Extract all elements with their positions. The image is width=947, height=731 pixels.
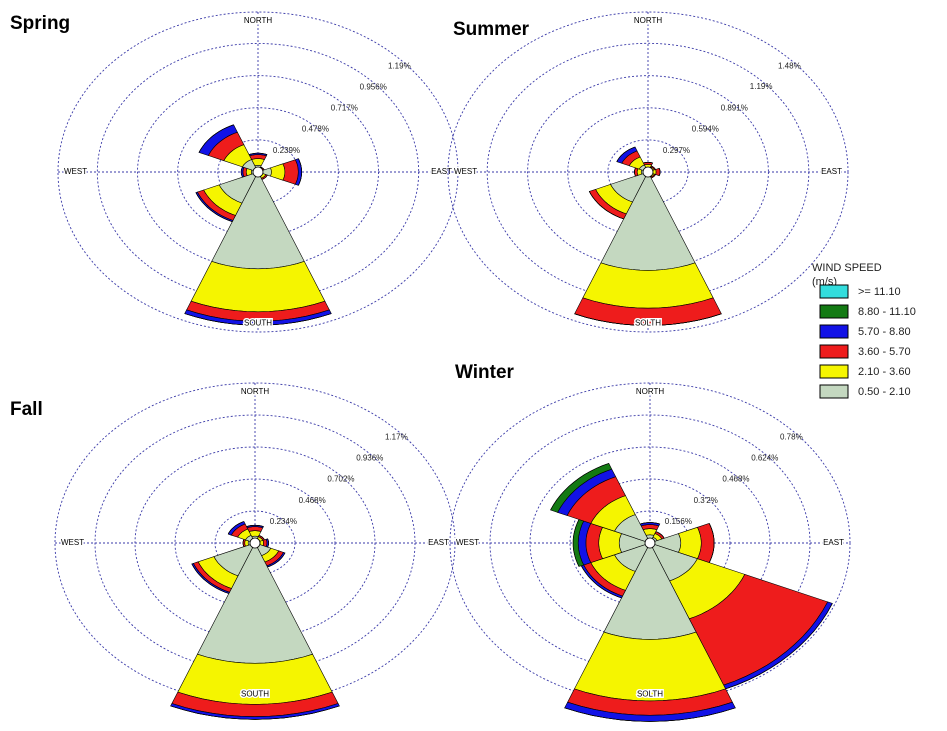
ring-label: 0.297% [663, 146, 690, 155]
ring-label: 0.239% [273, 146, 300, 155]
direction-label: SOUTH [244, 318, 272, 327]
ring-label: 0.478% [302, 125, 329, 134]
petal-segment [170, 705, 340, 720]
petal-segment [616, 146, 636, 162]
direction-label: WEST [456, 538, 479, 547]
ring-label: 0.936% [356, 454, 383, 463]
petal-segment [195, 192, 233, 222]
wind-rose-panel: Spring 0.239% 0.478% 0.717% 0.956% 1.19% NORTH… [10, 11, 459, 333]
petal-segment [191, 563, 229, 594]
petal-segment [246, 524, 264, 527]
calm-circle [642, 166, 654, 178]
petal-segment [640, 522, 660, 525]
calm-circle [249, 537, 261, 549]
legend-swatch [819, 364, 849, 379]
ring-label: 1.19% [750, 82, 773, 91]
petal-segment [564, 707, 736, 722]
legend-swatch [819, 344, 849, 359]
petal-segment [269, 163, 286, 181]
calm-circle [252, 166, 264, 178]
ring-label: 0.234% [270, 517, 297, 526]
legend-label: 8.80 - 11.10 [858, 306, 916, 318]
ring-label: 0.717% [331, 103, 358, 112]
ring-label: 0.702% [327, 475, 354, 484]
ring-label: 1.19% [388, 62, 411, 71]
wind-rose-panel: Fall 0.234% 0.468% 0.702% 0.936% 1.17% NORTH EA… [10, 382, 456, 720]
legend-swatch [819, 384, 849, 399]
ring-label: 1.48% [778, 62, 801, 71]
direction-label: NORTH [241, 387, 270, 396]
legend-label: >= 11.10 [858, 286, 901, 298]
legend-title: WIND SPEED [812, 262, 882, 274]
panel-title: Spring [10, 13, 70, 34]
wind-rose-panel: Winter 0.156% 0.3'2% 0.468% 0.624% 0.78% NORTH… [449, 362, 851, 722]
petal-segment [184, 313, 332, 326]
direction-label: SOLTH [635, 318, 661, 327]
direction-label: SOLTH [637, 689, 663, 698]
direction-label: WEST [454, 167, 477, 176]
ring-label: 0.156% [665, 517, 692, 526]
direction-label: NORTH [244, 16, 273, 25]
petal-segment [248, 152, 268, 155]
ring-label: 0.3'2% [694, 496, 718, 505]
legend-swatch [819, 324, 849, 339]
petal-segment [190, 261, 326, 313]
petal-segment [643, 162, 653, 164]
direction-label: NORTH [634, 16, 663, 25]
direction-label: WEST [61, 538, 84, 547]
petal-segment [198, 124, 234, 153]
panel-title: Fall [10, 399, 43, 420]
petal-segment [589, 191, 624, 220]
direction-label: WEST [64, 167, 87, 176]
ring-label: 0.78% [780, 433, 803, 442]
calm-circle [644, 537, 656, 549]
direction-label: EAST [823, 538, 844, 547]
ring-label: 0.956% [360, 82, 387, 91]
petal-segment [550, 463, 609, 511]
ring-grid [449, 382, 851, 704]
ring-label: 0.468% [722, 475, 749, 484]
legend-swatch [819, 304, 849, 319]
petal-segment [282, 159, 299, 185]
direction-label: SOUTH [241, 689, 269, 698]
ring-label: 1.17% [385, 433, 408, 442]
legend-label: 0.50 - 2.10 [858, 386, 911, 398]
legend-swatch [819, 284, 849, 299]
ring-grid [447, 11, 849, 333]
petal-segment [658, 168, 661, 176]
ring-label: 0.468% [299, 496, 326, 505]
panel-title: Summer [453, 19, 530, 40]
direction-label: EAST [428, 538, 449, 547]
ring-label: 0.891% [721, 104, 748, 113]
ring-label: 0.624% [751, 454, 778, 463]
legend-label: 2.10 - 3.60 [858, 366, 911, 378]
direction-label: NORTH [636, 387, 665, 396]
legend-label: 5.70 - 8.80 [858, 326, 911, 338]
petal-segment [574, 313, 722, 326]
ring-label: 0.594% [692, 125, 719, 134]
legend-label: 3.60 - 5.70 [858, 346, 911, 358]
petal-segment [227, 521, 244, 535]
direction-label: EAST [821, 167, 842, 176]
wind-rose-panel: Summer 0.297% 0.594% 0.891% 1.19% 1.48% NORTH E… [447, 11, 849, 333]
petal-segment [298, 158, 303, 186]
panel-title: Winter [455, 362, 515, 383]
